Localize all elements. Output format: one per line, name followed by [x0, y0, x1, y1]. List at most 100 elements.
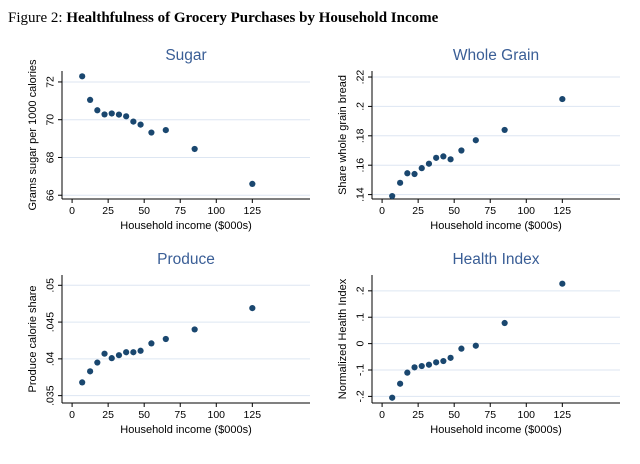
- y-axis-title: Share whole grain bread: [337, 75, 349, 195]
- data-point: [249, 305, 256, 312]
- x-tick-label: 75: [174, 409, 186, 421]
- x-tick-label: 75: [484, 409, 496, 421]
- data-point: [108, 110, 115, 117]
- data-point: [433, 359, 440, 366]
- y-axis-title: Grams sugar per 1000 calories: [27, 59, 39, 211]
- y-tick-label: -.2: [355, 390, 367, 402]
- data-point: [559, 280, 566, 287]
- data-point: [472, 137, 479, 144]
- data-point: [148, 129, 155, 136]
- x-tick-label: 25: [102, 205, 114, 217]
- x-tick-label: 50: [138, 409, 150, 421]
- data-point: [79, 379, 86, 386]
- x-tick-label: 0: [379, 205, 385, 217]
- data-point: [404, 170, 411, 177]
- y-tick-label: .04: [45, 351, 57, 366]
- data-point: [425, 361, 433, 368]
- data-point: [440, 153, 447, 160]
- figure-label: Figure 2:: [8, 10, 63, 26]
- x-tick-label: 25: [102, 409, 114, 421]
- data-point: [101, 111, 108, 118]
- data-point: [501, 126, 508, 134]
- y-tick-label: 70: [45, 114, 57, 126]
- panel-sugar: 66 68 70 72 0 25 50 75 100 125 Household income ($…: [10, 43, 320, 239]
- data-point: [458, 345, 465, 352]
- x-tick-label: 25: [412, 205, 424, 217]
- data-point: [191, 145, 198, 153]
- x-tick-label: 100: [518, 205, 536, 217]
- y-tick-label: 72: [45, 76, 57, 88]
- x-tick-label: 100: [518, 409, 536, 421]
- data-point: [559, 95, 566, 103]
- data-point: [94, 359, 101, 366]
- y-tick-label: .05: [45, 278, 57, 293]
- data-point: [87, 96, 94, 103]
- x-axis-title: Household income ($000s): [430, 424, 561, 436]
- data-point: [418, 362, 425, 370]
- data-point: [123, 113, 130, 120]
- y-tick-label: 66: [45, 189, 57, 201]
- x-axis-title: Household income ($000s): [430, 220, 561, 232]
- data-point: [148, 340, 155, 347]
- x-tick-label: 75: [484, 205, 496, 217]
- chart-grid: 66 68 70 72 0 25 50 75 100 125 Household income ($…: [10, 43, 640, 443]
- x-axis-title: Household income ($000s): [120, 220, 251, 232]
- data-point: [397, 380, 404, 387]
- data-point: [101, 350, 108, 357]
- y-tick-label: .045: [45, 312, 57, 333]
- chart-health-index: -.2 -.1 0 .1 .2 0 25 50 75 100 125 Household income…: [337, 251, 620, 436]
- data-point: [389, 394, 396, 401]
- y-tick-label: .22: [355, 70, 367, 85]
- data-point: [447, 156, 454, 163]
- x-tick-label: 0: [69, 205, 75, 217]
- panel-title: Health Index: [452, 251, 539, 268]
- data-point: [425, 160, 433, 167]
- chart-whole-grain: .14 .16 .18 .2 .22 0 25 50 75 100 125 Household inc…: [337, 47, 620, 232]
- x-tick-label: 100: [208, 409, 226, 421]
- panel-title: Produce: [157, 251, 215, 268]
- data-point: [87, 368, 94, 375]
- panel-produce: .035 .04 .045 .05 0 25 50 75 100 125 Household inc…: [10, 247, 320, 443]
- data-point: [79, 73, 86, 80]
- data-point: [472, 342, 479, 349]
- data-point: [249, 180, 256, 187]
- chart-produce: .035 .04 .045 .05 0 25 50 75 100 125 Household inc…: [27, 251, 310, 436]
- data-point: [397, 179, 404, 186]
- data-point: [115, 111, 123, 118]
- panel-health-index: -.2 -.1 0 .1 .2 0 25 50 75 100 125 Household income…: [320, 247, 630, 443]
- y-tick-label: 0: [355, 341, 367, 347]
- figure-title-text: Healthfulness of Grocery Purchases by Ho…: [66, 10, 439, 26]
- data-point: [458, 147, 465, 154]
- data-point: [404, 369, 411, 376]
- data-point: [130, 349, 137, 356]
- panel-title: Sugar: [165, 47, 206, 64]
- data-point: [411, 170, 418, 178]
- x-tick-label: 100: [208, 205, 226, 217]
- y-tick-label: .18: [355, 128, 367, 143]
- data-point: [137, 121, 144, 128]
- figure-title: Figure 2: Healthfulness of Grocery Purch…: [0, 0, 640, 27]
- x-tick-label: 50: [138, 205, 150, 217]
- x-tick-label: 125: [554, 205, 572, 217]
- data-point: [115, 352, 123, 359]
- y-axis-title: Produce calorie share: [27, 285, 39, 392]
- x-tick-label: 125: [244, 409, 262, 421]
- data-point: [137, 347, 144, 354]
- data-point: [108, 355, 115, 362]
- x-tick-label: 75: [174, 205, 186, 217]
- panel-title: Whole Grain: [453, 47, 539, 64]
- y-tick-label: 68: [45, 151, 57, 163]
- x-tick-label: 25: [412, 409, 424, 421]
- data-point: [440, 357, 447, 365]
- data-point: [501, 319, 508, 327]
- y-axis-title: Normalized Health Index: [337, 278, 349, 399]
- x-tick-label: 50: [448, 205, 460, 217]
- data-point: [433, 154, 440, 161]
- data-point: [130, 118, 137, 125]
- y-tick-label: .1: [355, 313, 367, 322]
- x-tick-label: 125: [554, 409, 572, 421]
- y-tick-label: .16: [355, 158, 367, 173]
- x-tick-label: 125: [244, 205, 262, 217]
- data-point: [418, 165, 425, 172]
- panel-whole-grain: .14 .16 .18 .2 .22 0 25 50 75 100 125 Household inc…: [320, 43, 630, 239]
